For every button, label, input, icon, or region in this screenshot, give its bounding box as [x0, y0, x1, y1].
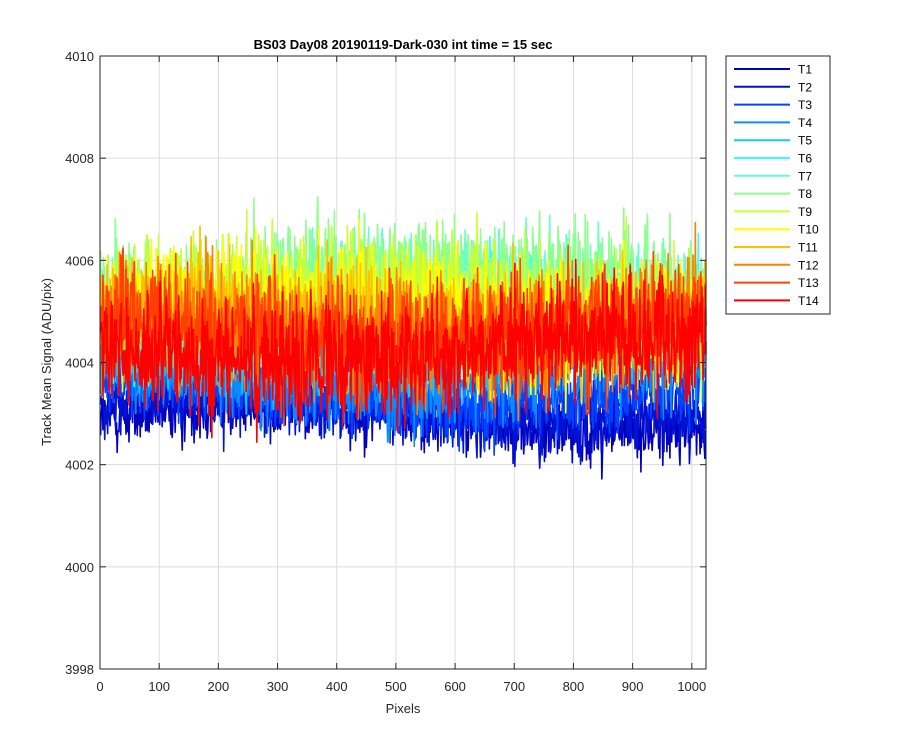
- x-tick-label-2: 200: [208, 679, 230, 694]
- legend-label-T13: T13: [798, 276, 819, 290]
- legend-label-T14: T14: [798, 294, 819, 308]
- series-line-T2: [99, 350, 707, 469]
- legend-label-T6: T6: [798, 152, 812, 166]
- legend-item-T4[interactable]: T4: [734, 116, 812, 130]
- chart-title: BS03 Day08 20190119-Dark-030 int time = …: [254, 37, 553, 52]
- legend-label-T5: T5: [798, 134, 812, 148]
- legend-item-T1[interactable]: T1: [734, 63, 812, 77]
- legend-box: [725, 55, 831, 315]
- legend-item-T5[interactable]: T5: [734, 134, 812, 148]
- legend-item-T10[interactable]: T10: [734, 223, 819, 237]
- x-axis-label: Pixels: [386, 701, 421, 716]
- x-tick-label-5: 500: [385, 679, 407, 694]
- legend-label-T9: T9: [798, 205, 812, 219]
- legend-label-T3: T3: [798, 98, 812, 112]
- y-tick-label-5: 4008: [65, 151, 94, 166]
- legend-label-T12: T12: [798, 258, 819, 272]
- x-tick-label-0: 0: [96, 679, 103, 694]
- y-tick-label-1: 4000: [65, 560, 94, 575]
- legend-item-T6[interactable]: T6: [734, 152, 812, 166]
- y-ticks: 3998 4000 4002 4004 4006 4008 4010: [65, 49, 706, 677]
- legend-item-T14[interactable]: T14: [734, 294, 819, 308]
- legend-label-T7: T7: [798, 169, 812, 183]
- legend-items: T1 T2 T3 T4 T5 T6 T7 T8 T9 T10 T11 T12 T13 T14: [734, 63, 819, 308]
- legend-item-T3[interactable]: T3: [734, 98, 812, 112]
- legend-label-T1: T1: [798, 63, 812, 77]
- legend-item-T2[interactable]: T2: [734, 80, 812, 94]
- y-tick-label-0: 3998: [65, 662, 94, 677]
- y-tick-label-2: 4002: [65, 458, 94, 473]
- x-tick-label-6: 600: [444, 679, 466, 694]
- x-tick-label-1: 100: [148, 679, 170, 694]
- series-line-T14: [99, 258, 707, 443]
- y-axis-label: Track Mean Signal (ADU/pix): [39, 278, 54, 446]
- x-tick-label-9: 900: [622, 679, 644, 694]
- legend-item-T13[interactable]: T13: [734, 276, 819, 290]
- x-tick-label-8: 800: [563, 679, 585, 694]
- legend-label-T11: T11: [798, 241, 818, 255]
- legend-label-T10: T10: [798, 223, 819, 237]
- series-group: [99, 196, 707, 480]
- legend-item-T11[interactable]: T11: [734, 241, 818, 255]
- y-tick-label-3: 4004: [65, 356, 94, 371]
- legend-label-T2: T2: [798, 80, 812, 94]
- x-tick-label-7: 700: [503, 679, 525, 694]
- x-tick-label-4: 400: [326, 679, 348, 694]
- legend-label-T4: T4: [798, 116, 812, 130]
- x-tick-label-10: 1000: [677, 679, 706, 694]
- legend-label-T8: T8: [798, 187, 812, 201]
- plot-area: 0 100 200 300 400 500 600 700 800 900 1000 3998 400…: [65, 49, 707, 694]
- x-tick-label-3: 300: [267, 679, 289, 694]
- legend-item-T12[interactable]: T12: [734, 258, 819, 272]
- x-ticks: 0 100 200 300 400 500 600 700 800 900 1000: [96, 56, 706, 694]
- legend-item-T8[interactable]: T8: [734, 187, 812, 201]
- legend: T1 T2 T3 T4 T5 T6 T7 T8 T9 T10 T11 T12 T13 T14: [725, 55, 831, 315]
- y-tick-label-4: 4006: [65, 253, 94, 268]
- y-tick-label-6: 4010: [65, 49, 94, 64]
- legend-item-T9[interactable]: T9: [734, 205, 812, 219]
- legend-item-T7[interactable]: T7: [734, 169, 812, 183]
